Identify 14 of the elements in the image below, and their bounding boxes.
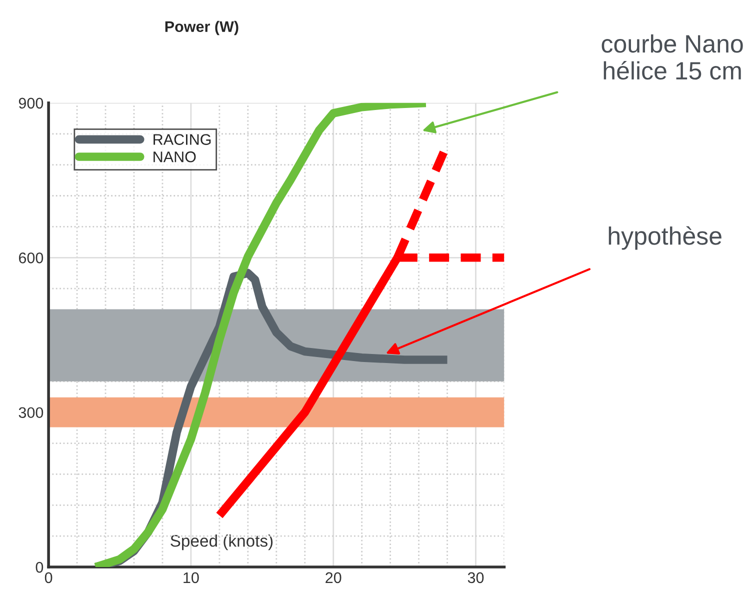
legend-label: NANO bbox=[154, 151, 196, 162]
x-tick-label: 10 bbox=[184, 572, 199, 584]
x-tick-label: 0 bbox=[44, 572, 52, 584]
y-tick-label: 900 bbox=[18, 98, 44, 109]
text: hypothèse bbox=[608, 226, 722, 250]
x-axis-title: Speed (knots) bbox=[170, 534, 273, 550]
y-tick-label: 0 bbox=[36, 562, 44, 573]
y-tick-label: 300 bbox=[18, 407, 44, 418]
x-tick-label: 20 bbox=[326, 572, 342, 584]
legend-label: RACING bbox=[154, 134, 211, 145]
chart-title: Power (W) bbox=[165, 20, 238, 36]
y-tick-label: 600 bbox=[18, 252, 44, 264]
x-tick-label: 30 bbox=[468, 572, 484, 584]
text: courbe Nano hélice 15 cm bbox=[602, 34, 743, 80]
